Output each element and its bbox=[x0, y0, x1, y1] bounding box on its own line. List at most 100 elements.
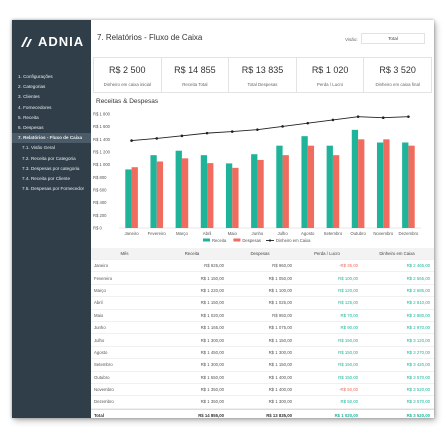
sidebar-item[interactable]: 3. Clientes bbox=[18, 94, 40, 100]
table-cell: R$ 150,00 bbox=[338, 362, 358, 368]
table-cell: R$ 1 150,00 bbox=[200, 275, 224, 281]
sidebar-item[interactable]: 1. Configurações bbox=[18, 74, 53, 79]
view-filter-label: Visão: bbox=[345, 37, 358, 42]
brand-logo[interactable]: ADNIA bbox=[20, 34, 84, 49]
table-cell: R$ 1 150,00 bbox=[268, 337, 292, 343]
legend-swatch-point bbox=[268, 239, 272, 242]
table-cell: R$ 1 150,00 bbox=[200, 300, 224, 306]
table-cell: R$ 70,00 bbox=[340, 312, 358, 318]
x-tick-label: Agosto bbox=[301, 231, 315, 236]
bar-despesas bbox=[257, 159, 264, 228]
brand-name: ADNIA bbox=[38, 34, 85, 49]
y-tick-label: R$ 400 bbox=[93, 200, 107, 205]
bar-receita bbox=[225, 163, 233, 228]
column-header[interactable]: Perda / Lucro bbox=[314, 251, 340, 256]
column-header[interactable]: Receita bbox=[184, 251, 200, 256]
table-cell: R$ 3 570,00 bbox=[406, 399, 430, 405]
sidebar-item[interactable]: 7.3. Despesas por categoria bbox=[22, 165, 80, 171]
kpi-label: Dinheiro em caixa final bbox=[375, 82, 420, 87]
table-cell: R$ 950,00 bbox=[272, 312, 292, 318]
column-header[interactable]: Mês bbox=[120, 251, 129, 256]
sidebar-item[interactable]: 7.4. Receita por Cliente bbox=[22, 175, 71, 181]
x-tick-label: Julho bbox=[277, 231, 288, 236]
point-dinheiro-em-caixa bbox=[381, 116, 385, 120]
table-total-cell: R$ 3 520,00 bbox=[406, 412, 430, 418]
table-row: Dezembro R$ 1 350,00 R$ 1 300,00 R$ 50,00 R$… bbox=[91, 396, 434, 409]
view-filter-select[interactable]: Total bbox=[361, 33, 425, 44]
x-tick-label: Fevereiro bbox=[148, 231, 167, 236]
table-row: Julho R$ 1 300,00 R$ 1 150,00 R$ 150,00 R$ 3… bbox=[91, 334, 434, 347]
sidebar-item[interactable]: 7.1. Visão Geral bbox=[22, 145, 55, 151]
app-window: ADNIA 1. Configurações 2. Categorias 3. Cl… bbox=[12, 20, 434, 418]
table-cell: R$ 2 685,00 bbox=[406, 287, 430, 293]
sidebar-item[interactable]: 7.5. Despesas por Fornecedor bbox=[22, 186, 85, 192]
table-cell: R$ 2 810,00 bbox=[406, 300, 430, 306]
line-dinheiro-em-caixa bbox=[131, 116, 409, 142]
bar-despesas bbox=[232, 167, 239, 228]
table-cell: Fevereiro bbox=[94, 275, 113, 281]
table-cell: R$ 1 300,00 bbox=[268, 349, 292, 355]
x-tick-label: Novembro bbox=[373, 231, 393, 236]
bar-despesas bbox=[383, 139, 390, 228]
point-dinheiro-em-caixa bbox=[407, 115, 410, 118]
point-dinheiro-em-caixa bbox=[155, 137, 159, 140]
bar-despesas bbox=[131, 167, 138, 228]
sidebar-item[interactable]: 7.2. Receita por Categoria bbox=[22, 155, 76, 161]
table-cell: Novembro bbox=[94, 387, 114, 393]
table-cell: R$ 50,00 bbox=[340, 399, 358, 405]
point-dinheiro-em-caixa bbox=[281, 125, 284, 128]
sidebar-item[interactable]: 4. Fornecedores bbox=[18, 104, 52, 110]
kpi-card: R$ 14 855 Receita Total bbox=[162, 58, 230, 92]
table-cell: R$ 150,00 bbox=[338, 349, 358, 355]
y-tick-label: R$ 200 bbox=[93, 213, 107, 218]
bar-receita bbox=[251, 154, 258, 228]
kpi-card: R$ 2 500 Dinheiro em caixa inicial bbox=[94, 58, 162, 92]
x-tick-label: Junho bbox=[252, 231, 264, 236]
table-cell: Dezembro bbox=[94, 399, 114, 405]
bar-receita bbox=[150, 155, 157, 228]
y-tick-label: R$ 800 bbox=[93, 175, 107, 180]
sidebar-nav: 1. Configurações 2. Categorias 3. Clientes… bbox=[12, 72, 91, 194]
bar-receita bbox=[276, 145, 283, 228]
table-cell: R$ 1 050,00 bbox=[268, 275, 292, 281]
bar-despesas bbox=[181, 158, 189, 228]
bar-receita bbox=[326, 145, 333, 228]
point-dinheiro-em-caixa bbox=[331, 118, 335, 122]
x-tick-label: Setembro bbox=[324, 231, 343, 236]
column-header[interactable]: Dinheiro em Caixa bbox=[379, 251, 415, 256]
sidebar-item[interactable]: 2. Categorias bbox=[18, 84, 46, 90]
table-cell: R$ 150,00 bbox=[338, 337, 358, 343]
bar-despesas bbox=[307, 145, 315, 228]
kpi-card: R$ 13 835 Total Despesas bbox=[229, 58, 297, 92]
table-cell: R$ 2 465,00 bbox=[406, 263, 430, 269]
table-cell: R$ 2 880,00 bbox=[406, 312, 430, 318]
table-total-cell: R$ 1 020,00 bbox=[334, 412, 358, 418]
table-total-cell: R$ 13 835,00 bbox=[266, 412, 292, 418]
y-tick-label: R$ 1 600 bbox=[93, 124, 111, 129]
table-cell: Janeiro bbox=[94, 263, 109, 269]
bar-receita bbox=[376, 142, 384, 228]
table-row: Fevereiro R$ 1 150,00 R$ 1 050,00 R$ 100,00… bbox=[91, 272, 434, 285]
adnia-logo-icon bbox=[21, 36, 32, 47]
sidebar-item[interactable]: 7. Relatórios - Fluxo de Caixa bbox=[12, 133, 91, 144]
sidebar: ADNIA 1. Configurações 2. Categorias 3. Cl… bbox=[12, 20, 91, 418]
kpi-value: R$ 3 520 bbox=[379, 65, 416, 75]
bar-receita bbox=[175, 150, 182, 228]
table-cell: R$ 1 300,00 bbox=[200, 337, 224, 343]
table-cell: R$ 120,00 bbox=[338, 287, 358, 293]
legend-label: Despesas bbox=[242, 238, 261, 243]
table-row: Janeiro R$ 925,00 R$ 960,00 -R$ 35,00 R$ 2 4… bbox=[91, 260, 434, 273]
table-cell: -R$ 50,00 bbox=[339, 387, 358, 393]
table-header-row: Mês Receita Despesas Perda / Lucro Dinheiro … bbox=[91, 248, 434, 260]
table-cell: R$ 960,00 bbox=[272, 263, 292, 269]
y-tick-label: R$ 1 400 bbox=[93, 137, 111, 142]
table-total-cell: Total bbox=[94, 412, 104, 418]
table-cell: Maio bbox=[94, 312, 104, 318]
column-header[interactable]: Despesas bbox=[250, 251, 270, 256]
sidebar-item[interactable]: 6. Despesas bbox=[18, 124, 44, 130]
table-cell: R$ 150,00 bbox=[338, 374, 358, 380]
x-tick-label: Março bbox=[176, 231, 189, 236]
sidebar-item[interactable]: 5. Receita bbox=[18, 114, 39, 120]
table-cell: R$ 1 020,00 bbox=[200, 312, 224, 318]
table-cell: R$ 1 300,00 bbox=[268, 399, 292, 405]
